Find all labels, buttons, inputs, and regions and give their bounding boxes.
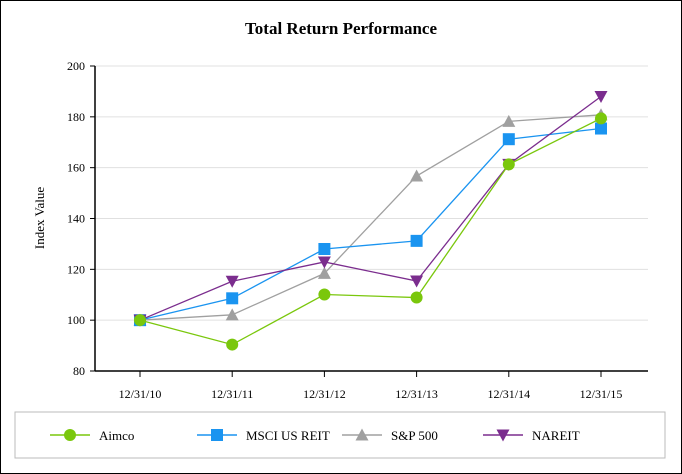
- y-tick-label: 120: [67, 262, 85, 276]
- x-tick-label: 12/31/12: [303, 387, 346, 401]
- nareit-line: [139, 95, 602, 321]
- legend-box: [14, 411, 666, 459]
- msci-us-reit-point: [595, 122, 607, 135]
- legend-item-aimco: Aimco: [50, 428, 134, 443]
- x-tick-label: 12/31/11: [211, 387, 253, 401]
- chart-title: Total Return Performance: [245, 19, 437, 38]
- x-tick-label: 12/31/14: [487, 387, 530, 401]
- nareit-point: [594, 91, 608, 103]
- x-tick-label: 12/31/15: [580, 387, 623, 401]
- legend-label: S&P 500: [391, 428, 438, 443]
- msci-us-reit-point: [502, 133, 515, 146]
- legend-marker-square-icon: [211, 429, 223, 441]
- aimco-point: [595, 112, 607, 125]
- nareit-point: [317, 256, 331, 269]
- s-p-500-point: [225, 308, 239, 321]
- msci-us-reit-point: [410, 234, 423, 247]
- s-p-500-line: [139, 114, 602, 321]
- legend-item-nareit: NAREIT: [483, 428, 580, 443]
- y-tick-label: 160: [67, 161, 85, 175]
- aimco-point: [318, 288, 331, 301]
- x-tick-label: 12/31/13: [395, 387, 438, 401]
- aimco-point: [410, 291, 423, 304]
- legend-label: NAREIT: [532, 428, 580, 443]
- nareit-point: [225, 275, 239, 288]
- legend-marker-triangle-down-icon: [496, 429, 510, 442]
- y-axis-label: Index Value: [32, 187, 47, 249]
- y-tick-label: 200: [67, 59, 85, 73]
- aimco-point: [502, 158, 515, 171]
- legend-item-msci-us-reit: MSCI US REIT: [197, 428, 330, 443]
- msci-us-reit-line: [139, 127, 602, 321]
- legend-label: MSCI US REIT: [246, 428, 330, 443]
- legend-marker-triangle-up-icon: [355, 428, 369, 441]
- legend-label: Aimco: [99, 428, 134, 443]
- aimco-line: [139, 117, 602, 346]
- y-tick-label: 80: [73, 364, 85, 378]
- y-tick-label: 180: [67, 110, 85, 124]
- msci-us-reit-point: [226, 292, 239, 305]
- s-p-500-point: [502, 114, 516, 127]
- msci-us-reit-point: [318, 243, 331, 255]
- s-p-500-point: [317, 266, 331, 279]
- x-tick-label: 12/31/10: [119, 387, 162, 401]
- aimco-point: [134, 314, 146, 327]
- legend-item-s-p-500: S&P 500: [342, 428, 438, 443]
- y-tick-label: 100: [67, 313, 85, 327]
- aimco-point: [226, 338, 239, 351]
- y-tick-label: 140: [67, 212, 85, 226]
- s-p-500-point: [410, 169, 424, 182]
- nareit-point: [410, 275, 424, 288]
- legend-marker-circle-icon: [64, 429, 76, 441]
